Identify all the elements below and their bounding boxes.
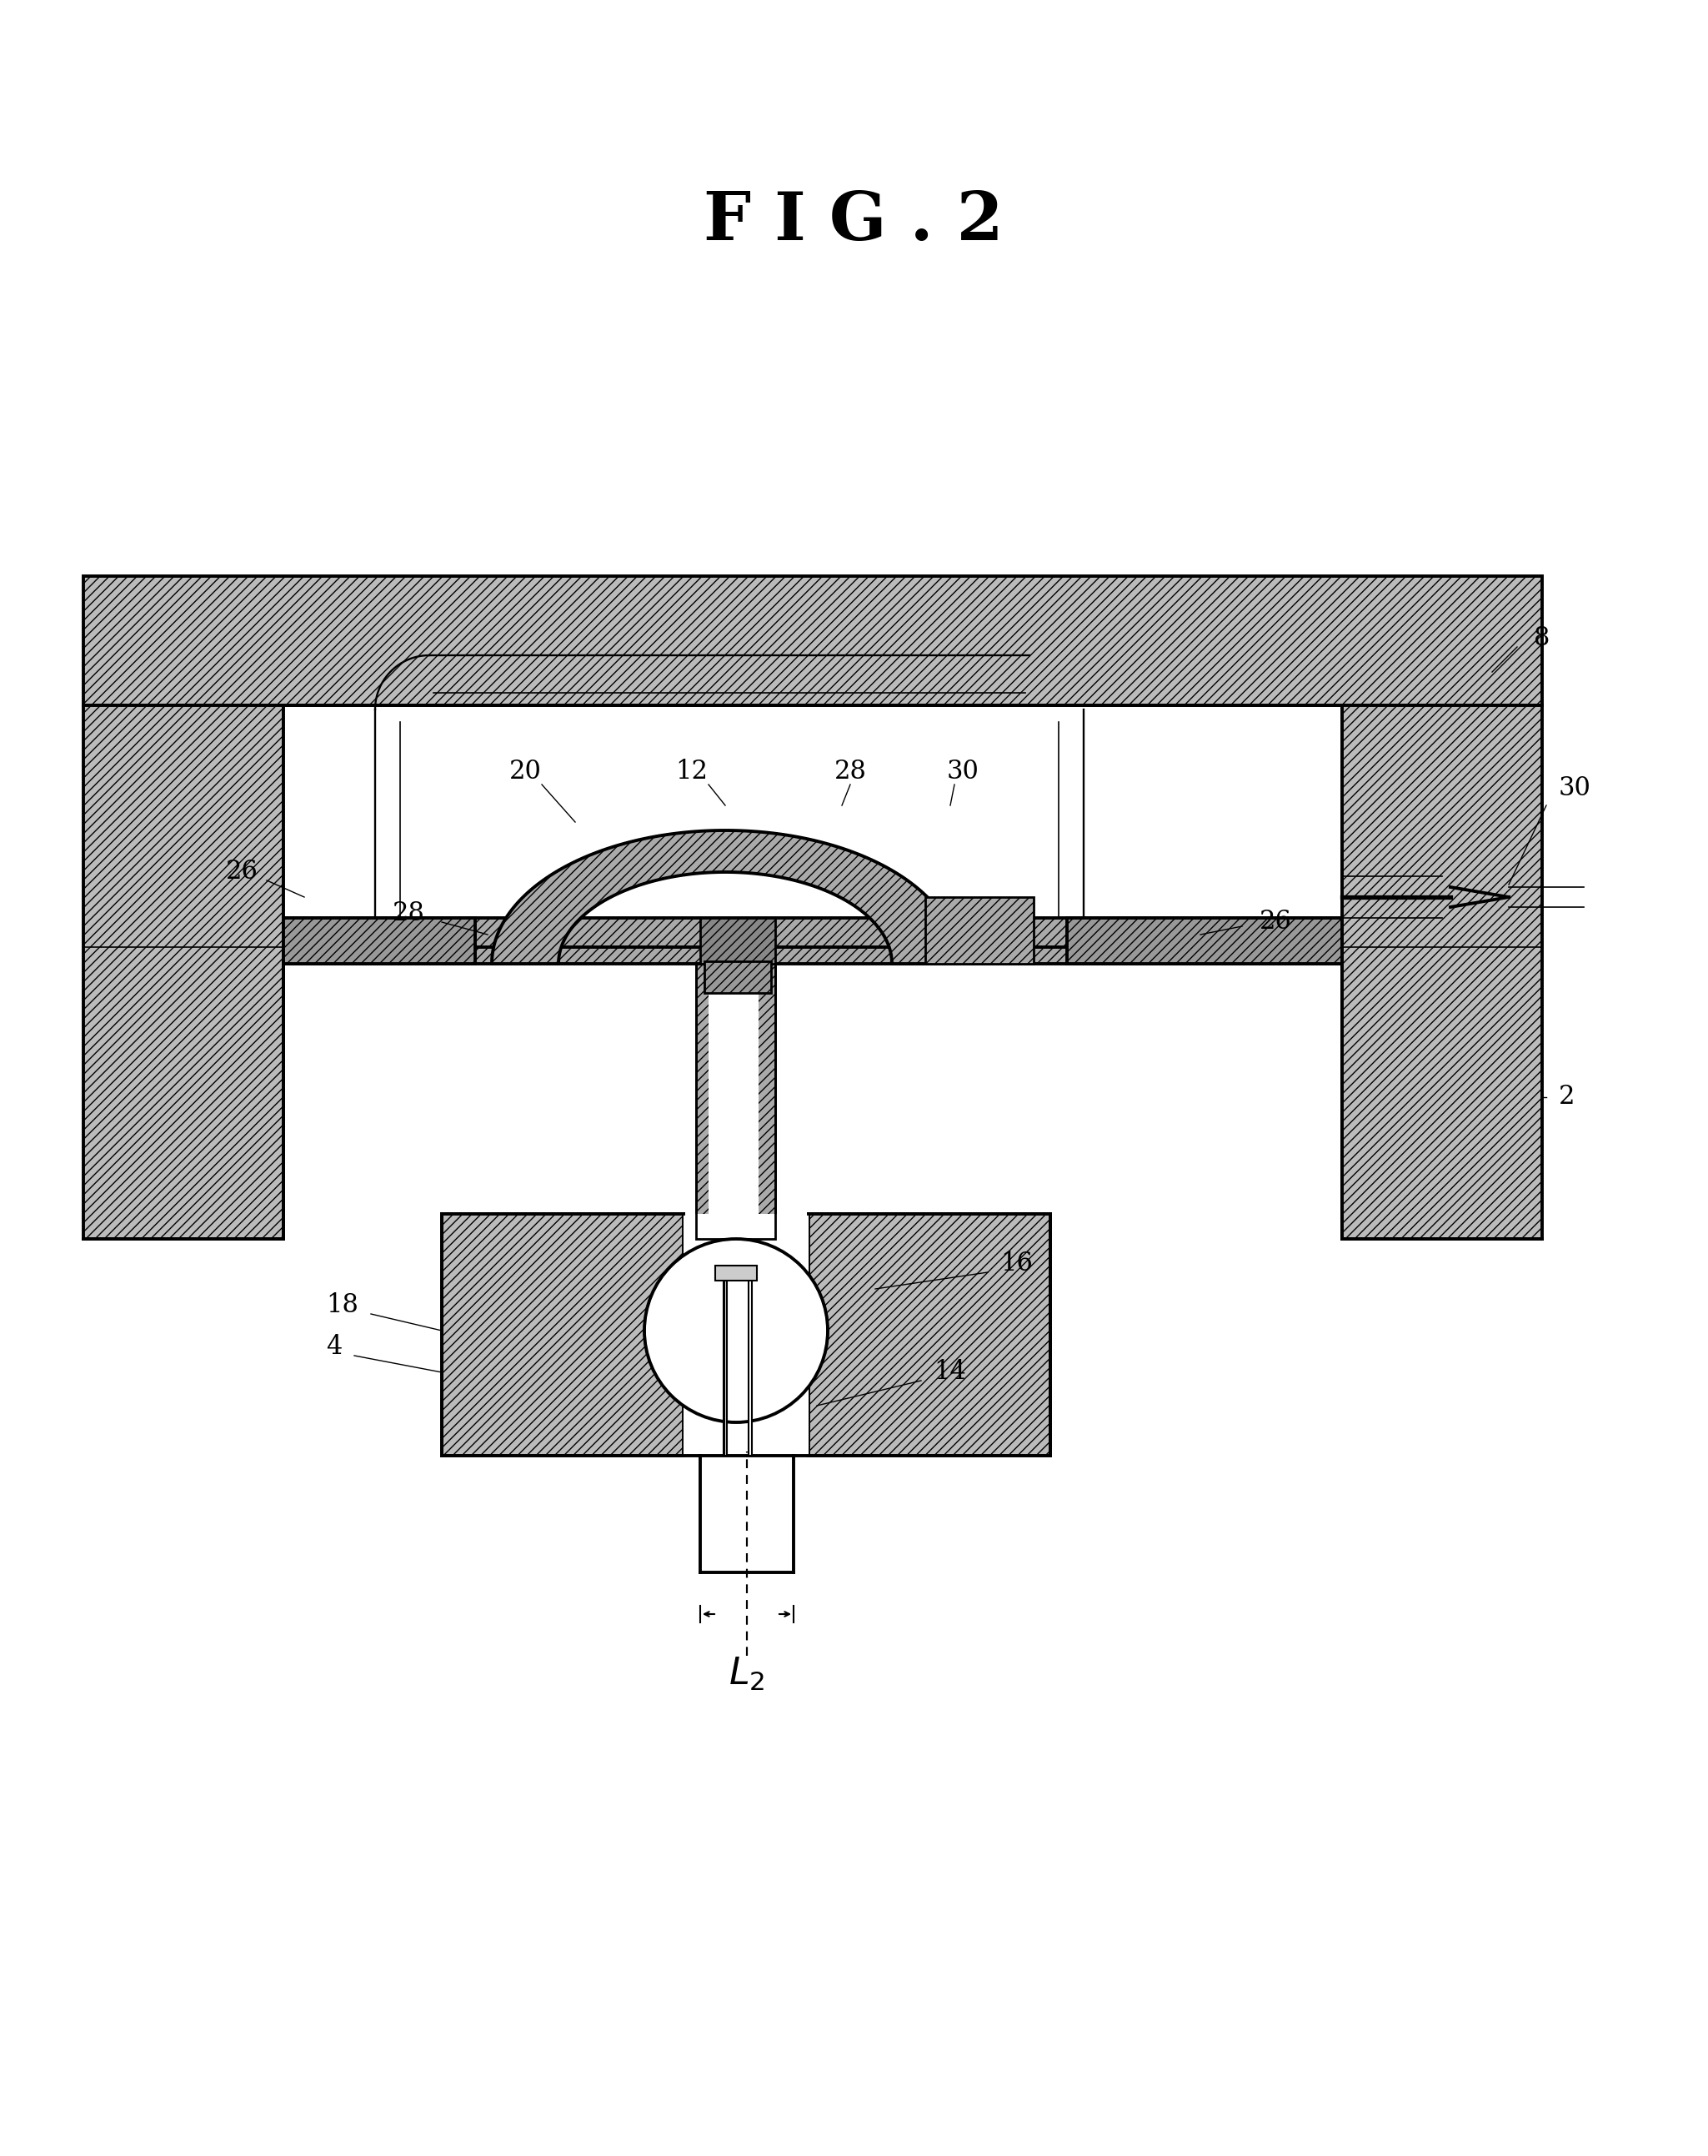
Circle shape [644, 1240, 828, 1423]
Bar [84, 705, 284, 1240]
Text: 4: 4 [326, 1335, 342, 1360]
Text: 12: 12 [676, 759, 709, 785]
Text: 30: 30 [1559, 776, 1592, 802]
Text: 8: 8 [1534, 625, 1549, 651]
Text: 18: 18 [326, 1294, 359, 1319]
Text: 2: 2 [1559, 1084, 1575, 1110]
Text: 26: 26 [1259, 910, 1291, 936]
Bar [704, 962, 770, 994]
Bar [808, 1214, 1050, 1455]
Bar [284, 918, 475, 964]
Text: 28: 28 [393, 901, 425, 927]
Text: F I G . 2: F I G . 2 [704, 190, 1004, 254]
Text: 20: 20 [509, 759, 541, 785]
Bar [926, 897, 1033, 964]
Bar [697, 964, 775, 1240]
Text: 26: 26 [225, 858, 258, 884]
Bar [284, 705, 1342, 946]
Polygon shape [492, 830, 958, 964]
Text: 30: 30 [946, 759, 979, 785]
Bar [1068, 918, 1342, 964]
Bar [683, 1214, 808, 1455]
Bar [716, 1266, 757, 1281]
Bar [709, 964, 758, 1240]
Bar [284, 918, 1342, 964]
Bar [84, 576, 1542, 705]
Text: 16: 16 [1001, 1250, 1033, 1276]
Bar [700, 918, 775, 964]
Text: 14: 14 [934, 1360, 967, 1384]
Polygon shape [724, 1272, 752, 1455]
Text: 28: 28 [834, 759, 866, 785]
Text: $\mathit{L}_{2}$: $\mathit{L}_{2}$ [729, 1656, 765, 1692]
Bar [697, 964, 775, 1240]
Bar [442, 1214, 683, 1455]
Bar [284, 707, 1341, 916]
Bar [1342, 705, 1542, 1240]
Bar [284, 705, 1342, 946]
